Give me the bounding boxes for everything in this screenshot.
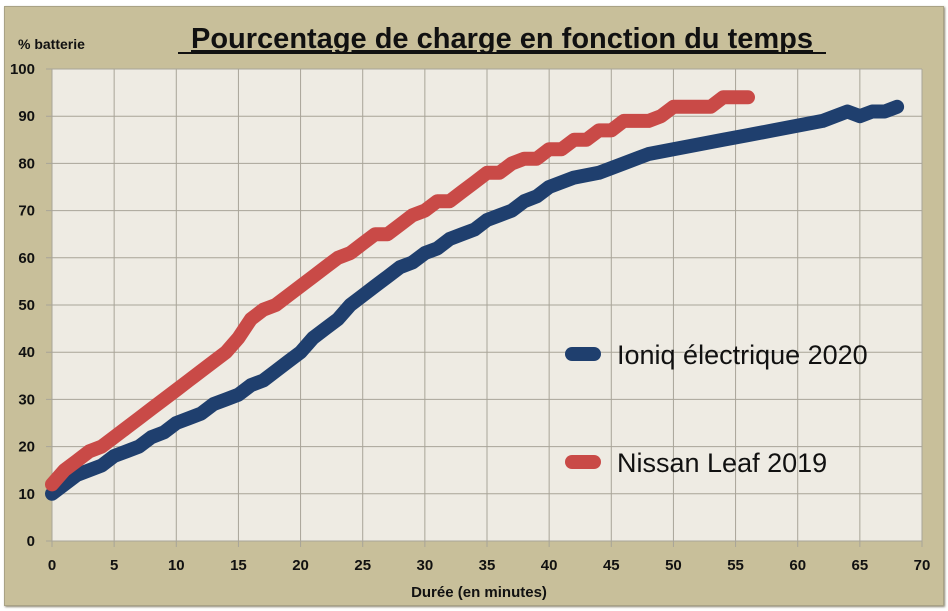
x-tick-label: 30	[417, 557, 434, 574]
x-tick-label: 35	[479, 557, 496, 574]
legend-label-leaf: Nissan Leaf 2019	[617, 448, 827, 478]
x-tick-label: 70	[914, 557, 931, 574]
y-tick-label: 50	[18, 297, 35, 314]
y-tick-label: 10	[18, 486, 35, 503]
y-tick-label: 20	[18, 439, 35, 456]
x-axis-label: Durée (en minutes)	[411, 584, 547, 601]
legend: Ioniq électrique 2020 Nissan Leaf 2019	[565, 340, 868, 478]
x-tick-label: 25	[354, 557, 371, 574]
y-tick-label: 60	[18, 250, 35, 267]
x-tick-label: 60	[789, 557, 806, 574]
x-tick-label: 5	[110, 557, 118, 574]
x-tick-label: 40	[541, 557, 558, 574]
y-tick-label: 70	[18, 203, 35, 220]
y-tick-label: 40	[18, 344, 35, 361]
x-tick-label: 0	[48, 557, 56, 574]
x-tick-label: 50	[665, 557, 682, 574]
y-tick-label: 30	[18, 391, 35, 408]
x-tick-label: 10	[168, 557, 185, 574]
y-axis-label: % batterie	[18, 36, 85, 52]
x-tick-labels: 0 5 10 15 20 25 30 35 40 45 50 55 60 65 70	[48, 557, 931, 574]
x-tick-label: 20	[292, 557, 309, 574]
x-tick-label: 55	[727, 557, 744, 574]
x-tick-label: 65	[852, 557, 869, 574]
legend-label-ioniq: Ioniq électrique 2020	[617, 340, 868, 370]
x-tick-label: 15	[230, 557, 247, 574]
y-tick-label: 100	[10, 61, 35, 78]
x-tick-label: 45	[603, 557, 620, 574]
y-tick-label: 80	[18, 155, 35, 172]
chart-title: Pourcentage de charge en fonction du tem…	[191, 23, 813, 55]
series-lines	[45, 90, 905, 501]
y-tick-label: 0	[27, 533, 35, 550]
y-tick-label: 90	[18, 108, 35, 125]
y-tick-labels: 0 10 20 30 40 50 60 70 80 90 100	[10, 61, 35, 550]
